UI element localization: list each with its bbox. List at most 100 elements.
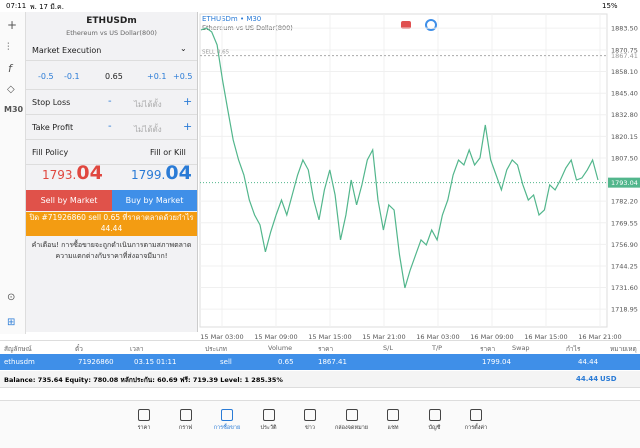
zoom-tool[interactable]: ⊙ <box>7 292 16 303</box>
minus[interactable]: - <box>108 121 112 132</box>
objects-tool[interactable]: ◇ <box>7 84 15 95</box>
bid-big: 04 <box>76 162 103 184</box>
bid-main: 1793. <box>42 168 77 182</box>
y-tick-label: 1858.10 <box>611 68 638 76</box>
timeframe[interactable]: M30 <box>4 105 24 114</box>
x-tick-label: 15 Mar 03:00 <box>200 333 243 341</box>
close-button[interactable]: ปิด #71926860 sell 0.65 ที่ราคาตลาดด้วยก… <box>26 212 197 236</box>
crosshair-tool[interactable]: + <box>7 18 18 32</box>
indicator-tool[interactable]: ⫶ <box>7 42 10 53</box>
minus[interactable]: - <box>108 96 112 107</box>
nav-item[interactable]: การตั้งค่า <box>456 409 496 432</box>
fill-policy-row[interactable]: Fill Policy Fill or Kill <box>26 140 197 165</box>
placeholder[interactable]: ไม่ได้ตั้ง <box>134 125 162 134</box>
x-tick-label: 16 Mar 03:00 <box>416 333 459 341</box>
step[interactable]: +0.5 <box>173 72 193 81</box>
execution: Market Execution <box>32 46 102 55</box>
stop-loss-row: Stop Loss - ไม่ได้ตั้ง + <box>26 90 197 115</box>
dropdown: ⌄ <box>180 44 187 53</box>
y-tick-label: 1845.40 <box>611 90 638 98</box>
nav-item[interactable]: แชท <box>373 409 413 432</box>
nav-item[interactable]: การซื้อขาย <box>207 409 247 432</box>
column-header: ราคา <box>318 345 334 353</box>
cell: 44.44 <box>578 358 599 366</box>
step[interactable]: +0.1 <box>147 72 167 81</box>
position-row[interactable]: ethusdm 71926860 03.15 01:11 sell 0.65 1867.4… <box>0 354 640 370</box>
balance-row: Balance: 735.64 Equity: 780.08 หลักประกั… <box>0 371 640 388</box>
status-time: 07:11 <box>6 2 27 10</box>
total-profit: 44.44 <box>576 375 599 383</box>
fill-policy-value: Fill or Kill <box>150 148 186 157</box>
status-date: พ. 17 มี.ค. <box>30 3 64 11</box>
nav-label: แชท <box>387 425 399 431</box>
nav-icon <box>262 409 275 421</box>
nav-item[interactable]: ข่าว <box>290 409 330 432</box>
plus[interactable]: + <box>183 95 193 108</box>
sell-button[interactable]: Sell by Market <box>26 190 112 211</box>
bid-price: 1793.04 <box>42 162 103 184</box>
price-line <box>200 27 599 289</box>
nav-label: ประวัติ <box>260 425 277 431</box>
x-tick-label: 16 Mar 09:00 <box>470 333 513 341</box>
nav-item[interactable]: กล่องจดหมาย <box>332 409 372 432</box>
ask-main: 1799. <box>131 168 166 182</box>
balance: Balance: 735.64 Equity: 780.08 หลักประกั… <box>4 376 283 384</box>
nav-icon <box>345 409 358 421</box>
order-panel: ETHUSDm Ethereum vs US Dollar(800) Marke… <box>26 12 198 332</box>
nav-item[interactable]: ราคา <box>124 409 164 432</box>
ask-big: 04 <box>165 162 192 184</box>
y-tick-label: 1832.80 <box>611 111 638 119</box>
chart-title: ETHUSDm • M30 <box>202 15 261 23</box>
sell-label: SELL 0.65 <box>202 50 230 56</box>
warning: คำเตือน! การซื้อขายจะถูกดำเนินการตามสภาพ… <box>31 241 192 260</box>
nav-label: ข่าว <box>305 425 315 431</box>
cell: ethusdm <box>4 358 35 366</box>
plus[interactable]: + <box>183 120 193 133</box>
function-tool[interactable]: f <box>8 62 12 75</box>
x-tick-label: 15 Mar 09:00 <box>254 333 297 341</box>
status-battery: 15% <box>602 2 618 10</box>
step[interactable]: -0.5 <box>38 72 54 81</box>
cell: 0.65 <box>278 358 294 366</box>
nav-icon <box>138 409 150 421</box>
volume[interactable]: 0.65 <box>105 72 123 81</box>
nav-item[interactable]: กราฟ <box>166 409 206 432</box>
chart: ETHUSDm • M30 Ethereum vs US Dollar(800)… <box>199 13 640 341</box>
column-header: Swap <box>512 344 530 352</box>
cell: 03.15 01:11 <box>134 358 177 366</box>
flag-icon[interactable] <box>425 19 437 31</box>
nav-item[interactable]: ประวัติ <box>249 409 289 432</box>
nav-label: ราคา <box>137 425 151 431</box>
nav-icon <box>304 409 316 421</box>
symbol[interactable]: ETHUSDm <box>86 16 137 26</box>
column-header: เวลา <box>130 345 144 353</box>
x-tick-label: 15 Mar 15:00 <box>308 333 351 341</box>
nav-item[interactable]: บัญชี <box>415 409 455 432</box>
nav-label: การซื้อขาย <box>213 425 241 431</box>
nav-label: กราฟ <box>178 425 193 431</box>
add-tool[interactable]: ⊞ <box>7 317 16 328</box>
cell: sell <box>220 358 232 366</box>
flag-icon[interactable] <box>401 21 411 29</box>
symbol-description: Ethereum vs US Dollar(800) <box>66 29 157 37</box>
column-header: กำไร <box>566 345 581 353</box>
nav-label: บัญชี <box>428 425 441 431</box>
step[interactable]: -0.1 <box>64 72 80 81</box>
y-tick-label: 1718.95 <box>611 306 638 314</box>
buy-button[interactable]: Buy by Market <box>112 190 197 211</box>
column-header: ตั๋ว <box>75 345 83 353</box>
volume-row: -0.5 -0.1 0.65 +0.1 +0.5 <box>26 61 197 90</box>
nav-icon <box>428 409 441 421</box>
column-header: T/P <box>432 344 443 352</box>
placeholder[interactable]: ไม่ได้ตั้ง <box>134 100 162 109</box>
ask-price: 1799.04 <box>131 162 192 184</box>
execution-row[interactable]: Market Execution ⌄ <box>26 40 197 61</box>
cell: 71926860 <box>78 358 114 366</box>
nav-icon <box>221 409 233 421</box>
currency: USD <box>600 375 617 383</box>
current-price-box <box>608 177 640 188</box>
cell: 1867.41 <box>318 358 347 366</box>
column-header: ประเภท <box>205 345 227 353</box>
column-header: S/L <box>383 344 393 352</box>
